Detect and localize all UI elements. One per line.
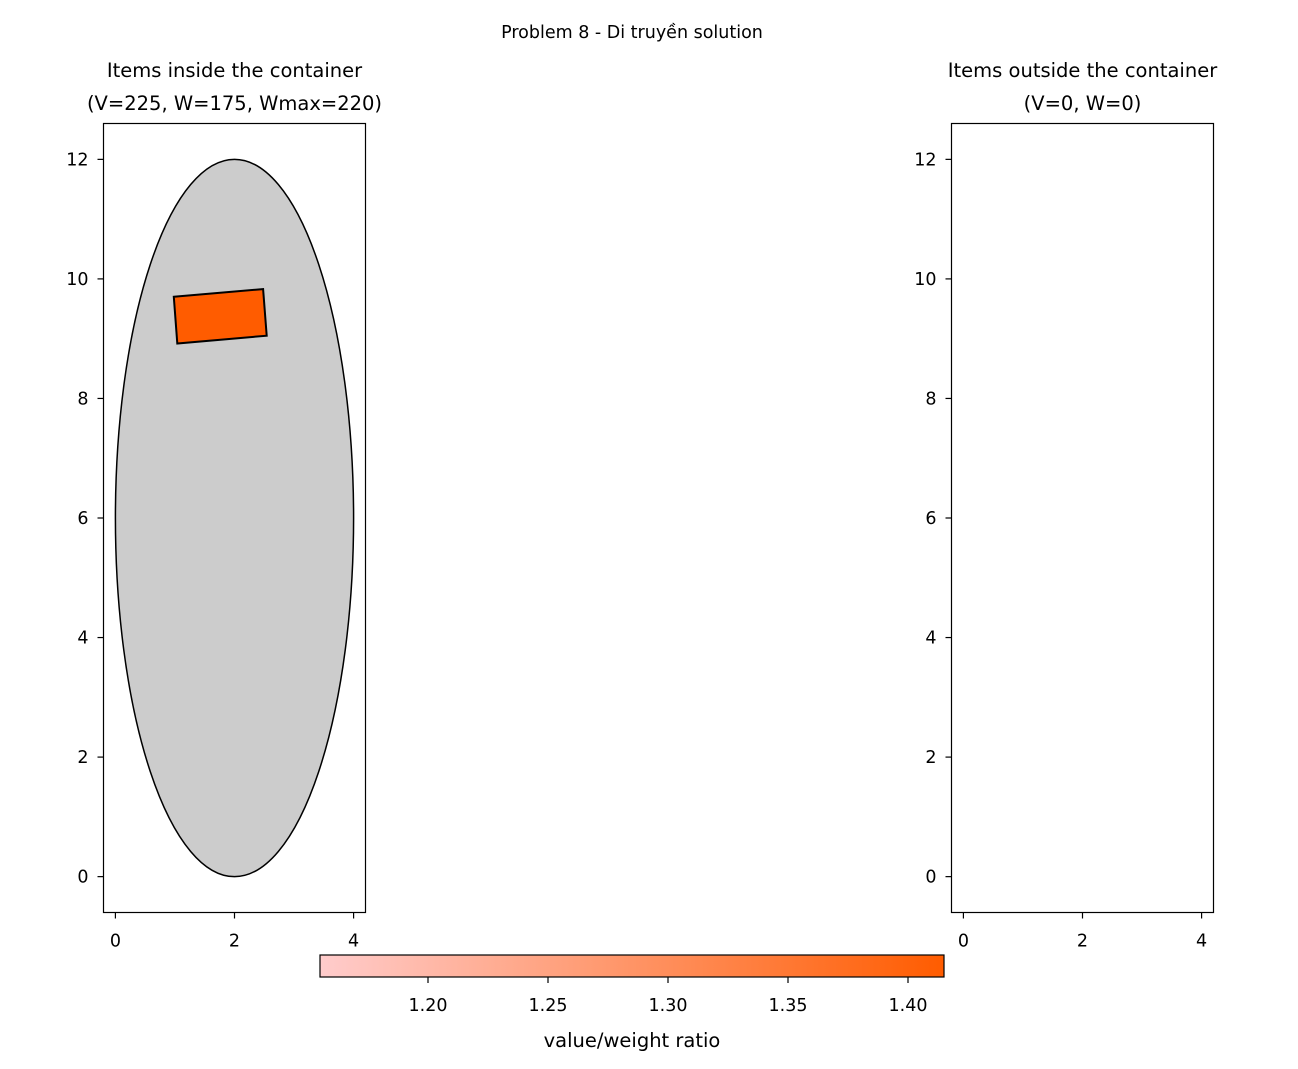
- inside-panel-title-line-1: Items inside the container: [107, 59, 363, 82]
- inside-plot-area: [114, 158, 355, 878]
- outside-axes-frame: [950, 122, 1215, 914]
- colorbar-tick-label-2: 1.30: [649, 996, 688, 1016]
- item-rectangle-1: [172, 288, 268, 345]
- figure-title: Problem 8 - Di truyền solution: [501, 22, 763, 43]
- inside-y-tick-label-0: 0: [77, 868, 88, 888]
- inside-y-tick-label-4: 4: [77, 629, 88, 649]
- colorbar-tick-label-3: 1.35: [769, 996, 808, 1016]
- outside-y-tick-label-0: 0: [925, 868, 936, 888]
- outside-container-panel: Items outside the container (V=0, W=0) 0…: [914, 59, 1218, 952]
- colorbar-tick-label-1: 1.25: [529, 996, 568, 1016]
- inside-x-tick-label-4: 4: [348, 932, 359, 952]
- inside-y-tick-label-10: 10: [66, 270, 88, 290]
- inside-axis-ticks: 0 2 4 0 2 4 6 8 10 12: [66, 150, 359, 951]
- outside-y-tick-label-2: 2: [925, 748, 936, 768]
- outside-panel-title-line-2: (V=0, W=0): [1024, 92, 1142, 115]
- inside-y-tick-label-2: 2: [77, 748, 88, 768]
- outside-y-tick-label-12: 12: [914, 150, 936, 170]
- colorbar: 1.20 1.25 1.30 1.35 1.40 value/weight ratio: [319, 954, 945, 1052]
- container-ellipse: [114, 158, 355, 878]
- colorbar-label: value/weight ratio: [544, 1029, 721, 1052]
- inside-panel-title-line-2: (V=225, W=175, Wmax=220): [87, 92, 382, 115]
- outside-x-tick-label-4: 4: [1196, 932, 1207, 952]
- outside-y-tick-label-4: 4: [925, 629, 936, 649]
- outside-x-tick-label-0: 0: [958, 932, 969, 952]
- inside-y-tick-label-8: 8: [77, 389, 88, 409]
- colorbar-gradient-bar: [319, 954, 945, 978]
- outside-y-tick-label-6: 6: [925, 509, 936, 529]
- inside-container-panel: Items inside the container (V=225, W=175…: [66, 59, 382, 952]
- outside-y-tick-label-8: 8: [925, 389, 936, 409]
- outside-x-tick-label-2: 2: [1077, 932, 1088, 952]
- outside-y-tick-label-10: 10: [914, 270, 936, 290]
- colorbar-ticks: 1.20 1.25 1.30 1.35 1.40: [409, 977, 928, 1016]
- outside-panel-title-line-1: Items outside the container: [948, 59, 1218, 82]
- inside-x-tick-label-0: 0: [110, 932, 121, 952]
- outside-axis-ticks: 0 2 4 0 2 4 6 8 10 12: [914, 150, 1207, 951]
- inside-x-tick-label-2: 2: [229, 932, 240, 952]
- colorbar-tick-label-0: 1.20: [409, 996, 448, 1016]
- colorbar-tick-label-4: 1.40: [889, 996, 928, 1016]
- inside-y-tick-label-6: 6: [77, 509, 88, 529]
- inside-y-tick-label-12: 12: [66, 150, 88, 170]
